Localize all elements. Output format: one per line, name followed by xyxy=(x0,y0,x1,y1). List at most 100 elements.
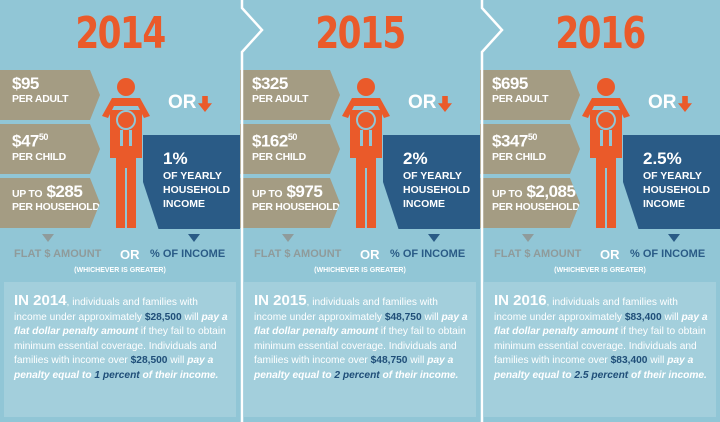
parent-with-child-icon xyxy=(102,78,150,228)
adult-amount: $695 xyxy=(492,74,528,93)
threshold: $48,750 xyxy=(384,311,422,323)
per-household-box: UP TO $285 PER HOUSEHOLD xyxy=(0,178,100,228)
per-child-box: $4750 PER CHILD xyxy=(0,124,100,174)
per-adult-box: $325 PER ADULT xyxy=(240,70,340,120)
text: , individuals and families with income u… xyxy=(254,297,438,323)
description-paragraph: IN 2016, individuals and families with i… xyxy=(484,282,716,417)
panel-divider xyxy=(480,0,504,422)
per-household-label: PER HOUSEHOLD xyxy=(252,201,340,213)
text: pay a flat dollar penalty amount xyxy=(494,311,708,338)
child-amount: $162 xyxy=(252,131,288,151)
para-year: IN 2015 xyxy=(254,292,307,309)
or-label: OR xyxy=(408,92,437,113)
year-title: 2015 xyxy=(315,8,406,59)
per-household-label: PER HOUSEHOLD xyxy=(492,201,580,213)
description-paragraph: IN 2015, individuals and families with i… xyxy=(244,282,476,417)
household-amount: $285 xyxy=(46,182,83,201)
percent-of-income-label: % OF INCOME xyxy=(630,248,706,260)
percent-income-label: OF YEARLY HOUSEHOLD INCOME xyxy=(163,170,231,210)
text: , individuals and families with income u… xyxy=(494,297,678,323)
text: pay a flat dollar penalty amount xyxy=(14,311,228,338)
flat-amount-label: FLAT $ AMOUNT xyxy=(254,248,342,260)
threshold: $28,500 xyxy=(144,311,182,323)
whichever-note: (WHICHEVER IS GREATER) xyxy=(554,267,646,274)
per-household-label: PER HOUSEHOLD xyxy=(12,201,100,213)
or-label: OR xyxy=(648,92,677,113)
triangle-down-icon xyxy=(42,234,54,242)
year-panel: 2015 $325 PER ADULT $16250 PER CHILD UP … xyxy=(240,0,480,422)
text: of their income. xyxy=(628,369,707,381)
percent-value: 2% xyxy=(403,149,428,168)
per-adult-box: $95 PER ADULT xyxy=(0,70,100,120)
parent-with-child-icon xyxy=(582,78,630,228)
description-paragraph: IN 2014, individuals and families with i… xyxy=(4,282,236,417)
per-adult-label: PER ADULT xyxy=(12,93,69,105)
percent-value: 1% xyxy=(163,149,188,168)
text: pay a flat dollar penalty amount xyxy=(254,311,468,338)
triangle-down-icon xyxy=(188,234,200,242)
text: will xyxy=(647,355,668,366)
percent-text: 1 percent xyxy=(94,369,140,381)
adult-amount: $95 xyxy=(12,74,39,93)
adult-amount: $325 xyxy=(252,74,288,93)
percent-of-income-label: % OF INCOME xyxy=(150,248,226,260)
child-amount: $347 xyxy=(492,131,528,151)
up-to-label: UP TO xyxy=(12,188,43,200)
whichever-note: (WHICHEVER IS GREATER) xyxy=(314,267,406,274)
year-title: 2014 xyxy=(75,8,166,59)
text: if they fail to obtain minimum essential… xyxy=(254,326,466,366)
per-household-box: UP TO $2,085 PER HOUSEHOLD xyxy=(480,178,580,228)
percent-income-label: OF YEARLY HOUSEHOLD INCOME xyxy=(403,170,471,210)
triangle-down-icon xyxy=(668,234,680,242)
per-child-box: $34750 PER CHILD xyxy=(480,124,580,174)
child-amount: $47 xyxy=(12,131,39,151)
threshold: $28,500 xyxy=(130,355,168,366)
year-title: 2016 xyxy=(555,8,646,59)
per-child-box: $16250 PER CHILD xyxy=(240,124,340,174)
year-panel: 2016 $695 PER ADULT $34750 PER CHILD UP … xyxy=(480,0,720,422)
percent-text: 2 percent xyxy=(334,369,380,381)
text: of their income. xyxy=(379,369,459,381)
triangle-down-icon xyxy=(428,234,440,242)
text: will xyxy=(421,311,442,323)
legend-or: OR xyxy=(600,247,620,262)
text: pay a penalty equal to xyxy=(494,355,694,381)
threshold: $83,400 xyxy=(624,311,662,323)
triangle-down-icon xyxy=(282,234,294,242)
text: will xyxy=(167,355,188,366)
household-amount: $2,085 xyxy=(526,182,576,201)
year-panel: 2014 $95 PER ADULT $4750 PER CHILD UP TO… xyxy=(0,0,240,422)
child-cents: 50 xyxy=(287,132,298,142)
text: , individuals and families with income u… xyxy=(14,297,198,323)
para-year: IN 2016 xyxy=(494,292,547,309)
triangle-down-icon xyxy=(522,234,534,242)
percent-income-label: OF YEARLY HOUSEHOLD INCOME xyxy=(643,170,711,210)
household-amount: $975 xyxy=(286,182,323,201)
legend-or: OR xyxy=(360,247,380,262)
flat-amount-label: FLAT $ AMOUNT xyxy=(494,248,582,260)
threshold: $83,400 xyxy=(610,355,648,366)
parent-with-child-icon xyxy=(342,78,390,228)
text: pay a penalty equal to xyxy=(254,355,454,381)
text: if they fail to obtain minimum essential… xyxy=(14,326,226,366)
per-child-label: PER CHILD xyxy=(252,150,306,163)
up-to-label: UP TO xyxy=(252,188,283,200)
per-adult-label: PER ADULT xyxy=(492,93,549,105)
or-label: OR xyxy=(168,92,197,113)
per-child-label: PER CHILD xyxy=(492,150,546,163)
percent-income-box: 2.5% OF YEARLY HOUSEHOLD INCOME xyxy=(623,135,720,229)
percent-income-box: 2% OF YEARLY HOUSEHOLD INCOME xyxy=(383,135,480,229)
text: if they fail to obtain minimum essential… xyxy=(494,326,706,366)
panel-divider xyxy=(240,0,264,422)
text: of their income. xyxy=(139,369,219,381)
para-year: IN 2014 xyxy=(14,292,67,309)
per-adult-label: PER ADULT xyxy=(252,93,309,105)
text: will xyxy=(661,311,682,323)
text: pay a penalty equal to xyxy=(14,355,214,381)
child-cents: 50 xyxy=(527,132,538,142)
whichever-note: (WHICHEVER IS GREATER) xyxy=(74,267,166,274)
child-cents: 50 xyxy=(38,132,49,142)
per-household-box: UP TO $975 PER HOUSEHOLD xyxy=(240,178,340,228)
per-child-label: PER CHILD xyxy=(12,150,66,163)
